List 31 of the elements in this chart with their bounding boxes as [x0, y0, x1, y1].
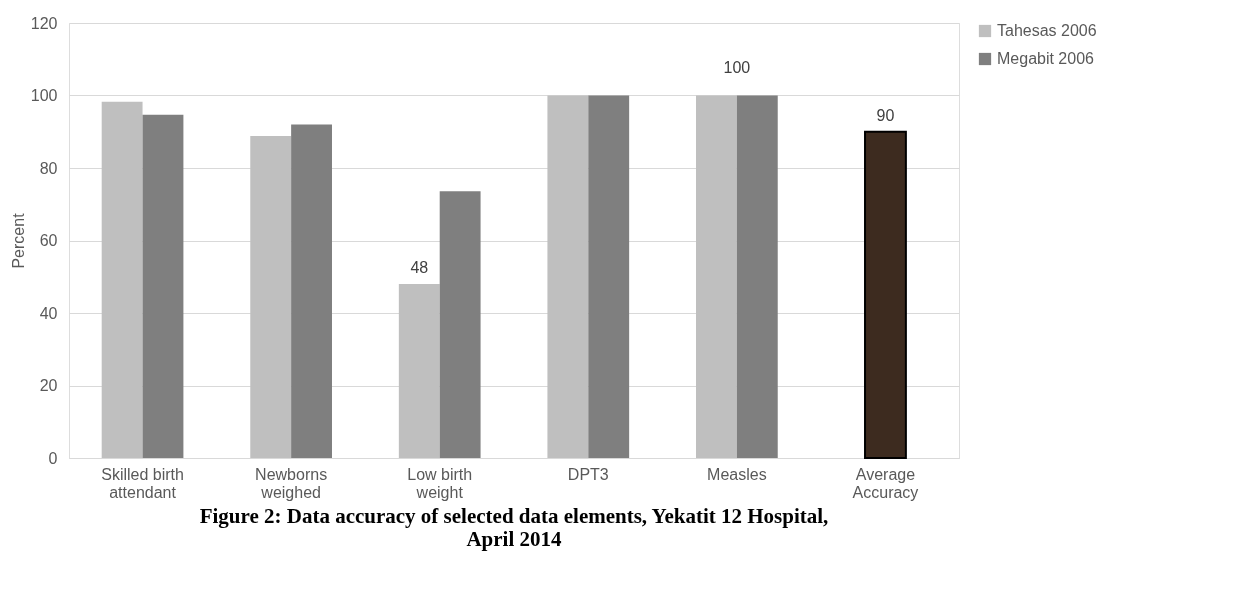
text: Figure 2: Data accuracy of selected data elements, Yekatit 12 Hospital, April 2014: [199, 504, 829, 551]
data-label: 48: [410, 259, 429, 276]
x-tick-label: Measles: [707, 465, 767, 483]
data-label: 90: [876, 106, 895, 124]
y-tick-label: 20: [39, 377, 58, 394]
bar: [588, 95, 630, 458]
bar: [250, 136, 292, 458]
legend-label: Tahesas 2006: [997, 22, 1097, 39]
annotation: 100: [723, 58, 751, 76]
y-tick-label: 80: [39, 159, 58, 177]
y-axis-title: Percent: [9, 212, 27, 269]
y-tick-label: 120: [30, 14, 58, 32]
y-tick-label: 100: [30, 87, 58, 104]
bar: [696, 95, 737, 458]
x-tick-label: Skilled birth attendant: [101, 465, 184, 501]
y-tick-label: 40: [39, 304, 58, 322]
bar: [398, 284, 440, 458]
x-tick-label: DPT3: [567, 465, 609, 483]
x-tick-label: Average Accuracy: [852, 465, 919, 501]
x-tick-label: Newborns weighed: [255, 465, 328, 501]
bar: [439, 191, 481, 458]
legend-label: Megabit 2006: [997, 50, 1095, 67]
bar: [142, 114, 184, 458]
bar: [864, 130, 907, 459]
bar: [101, 101, 143, 458]
bar: [736, 95, 778, 458]
bar: [547, 95, 589, 458]
x-tick-label: Low birth weight: [407, 465, 473, 501]
y-tick-label: 0: [48, 449, 58, 467]
y-tick-label: 60: [39, 232, 58, 249]
bar: [291, 124, 332, 458]
